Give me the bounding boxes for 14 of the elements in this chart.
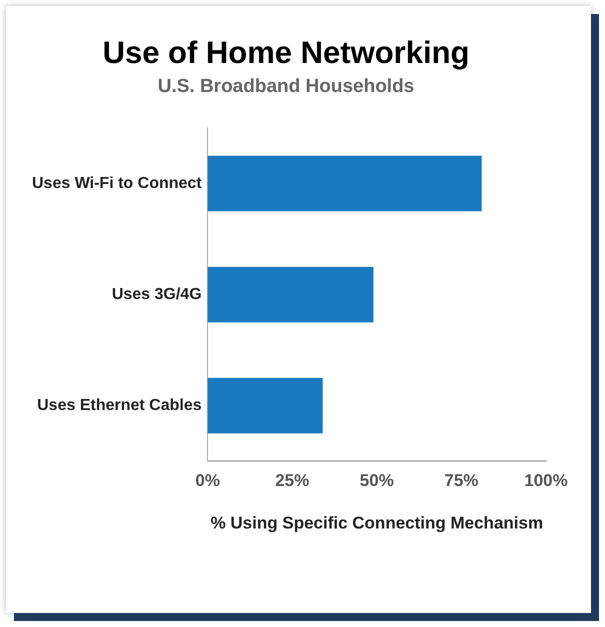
x-tick-label: 50% bbox=[360, 471, 394, 490]
x-tick-label: 75% bbox=[444, 471, 478, 490]
x-tick-label: 100% bbox=[524, 471, 568, 490]
chart-subtitle: U.S. Broadband Households bbox=[158, 76, 414, 97]
y-tick-label: Uses Ethernet Cables bbox=[37, 397, 202, 414]
y-tick-label: Uses Wi-Fi to Connect bbox=[32, 174, 202, 192]
y-tick-label: Uses 3G/4G bbox=[112, 286, 202, 304]
bar bbox=[208, 378, 323, 434]
bar bbox=[208, 156, 482, 212]
x-axis-title: % Using Specific Connecting Mechanism bbox=[210, 513, 544, 532]
x-tick-label: 25% bbox=[275, 471, 310, 490]
bar bbox=[208, 266, 374, 322]
x-tick-label: 0% bbox=[195, 471, 220, 490]
chart-title: Use of Home Networking bbox=[102, 35, 470, 70]
